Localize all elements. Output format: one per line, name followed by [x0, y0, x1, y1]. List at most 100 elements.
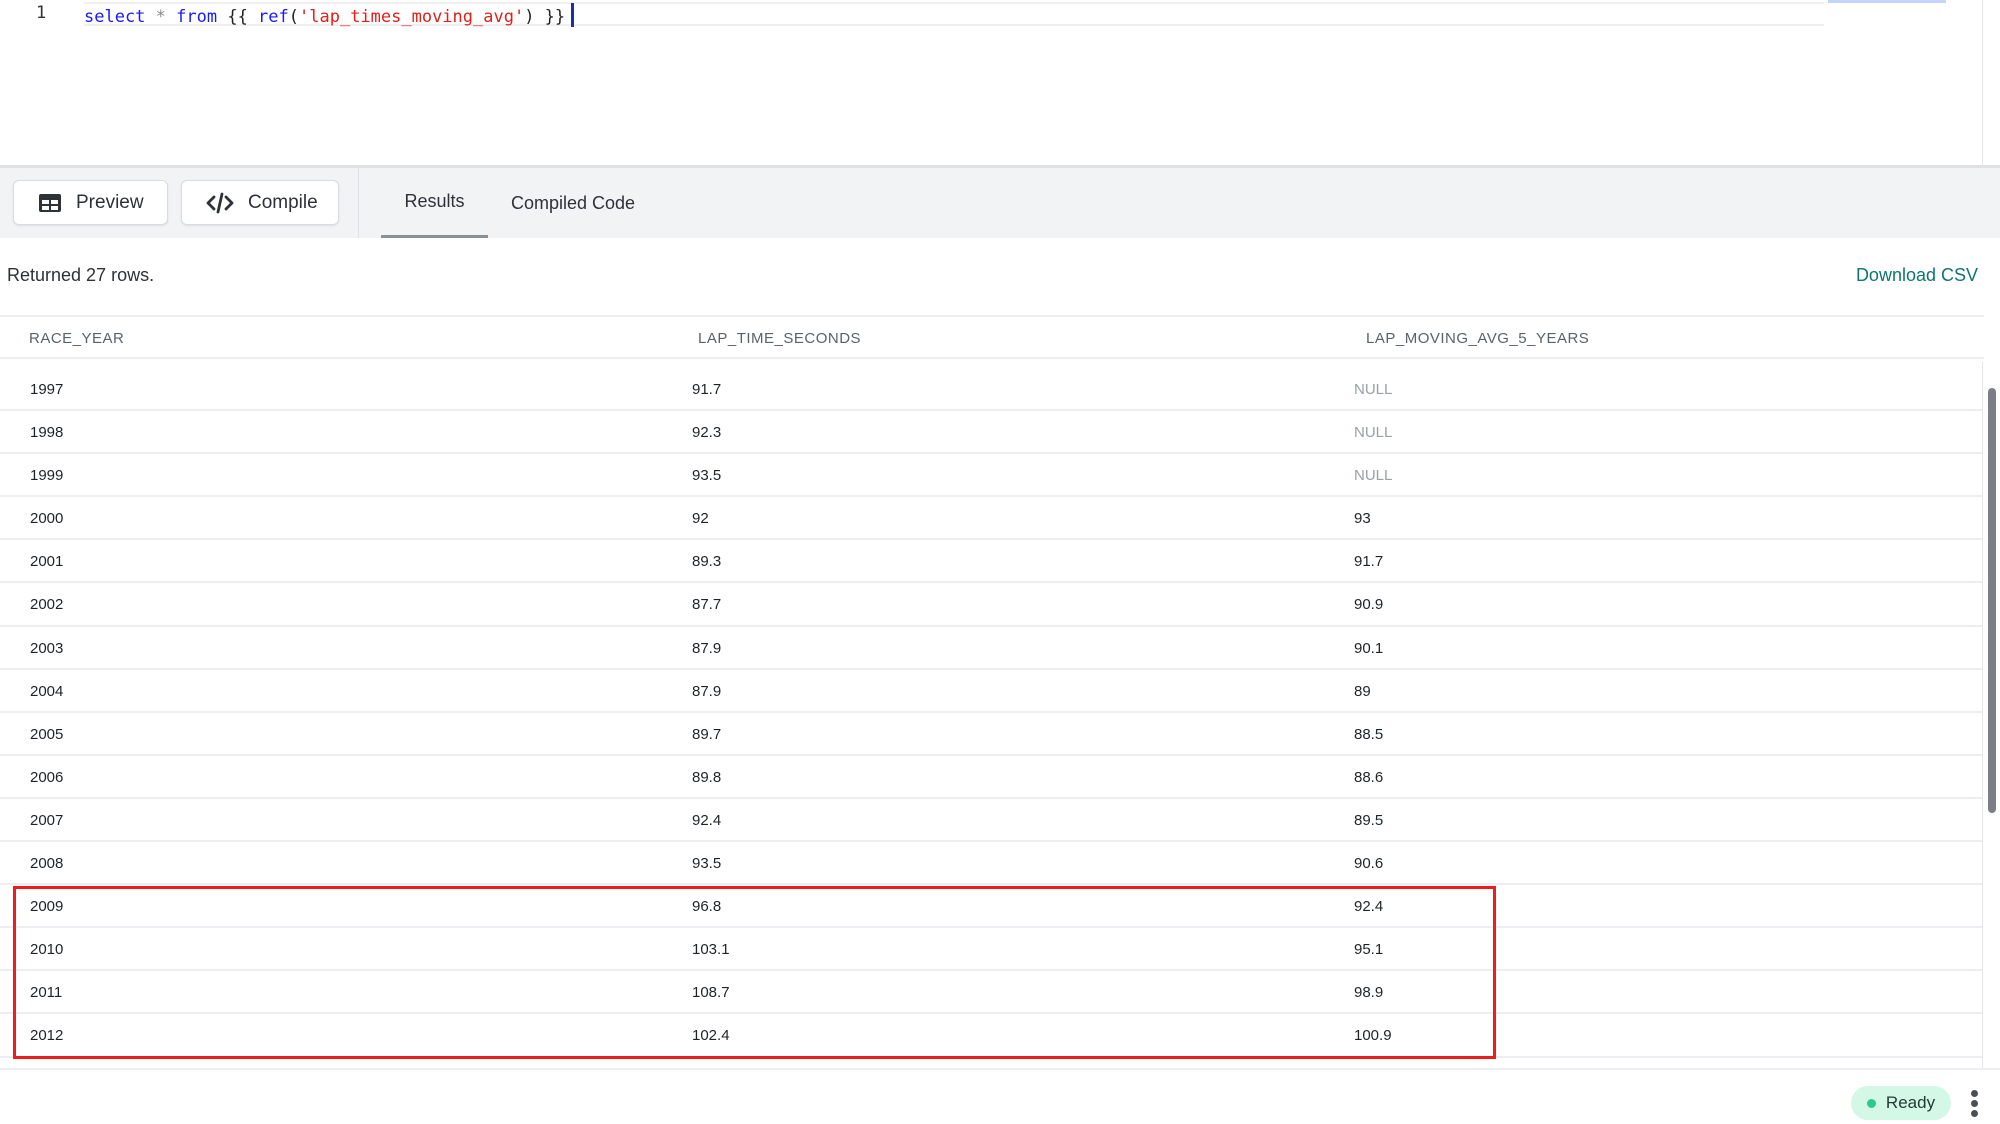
table-cell: 90.9 [1354, 596, 1384, 614]
more-options-icon[interactable] [1971, 1090, 1979, 1117]
tab-compiled-code[interactable]: Compiled Code [511, 192, 636, 213]
table-cell: 93 [1354, 510, 1371, 528]
table-row[interactable]: 2007 92.4 89.5 [0, 799, 1982, 843]
table-row[interactable]: 2008 93.5 90.6 [0, 842, 1982, 886]
table-row[interactable]: 2004 87.9 89 [0, 670, 1982, 713]
preview-button[interactable]: Preview [13, 180, 168, 225]
table-row[interactable]: 2003 87.9 90.1 [0, 627, 1982, 670]
status-badge: Ready [1851, 1086, 1951, 1120]
table-scrollbar[interactable] [1982, 362, 2000, 1068]
table-cell: 93.5 [692, 467, 722, 485]
code-token: ( [288, 7, 300, 27]
minimap[interactable] [1828, 0, 1946, 3]
table-cell: 90.1 [1354, 639, 1384, 657]
table-cell: NULL [1354, 381, 1393, 398]
table-cell: 1998 [30, 424, 64, 442]
code-token: ) }} [524, 7, 566, 27]
line-number: 1 [36, 3, 47, 23]
table-cell: 100.9 [1354, 1027, 1392, 1045]
table-row[interactable]: 2006 89.8 88.6 [0, 756, 1982, 799]
table-cell: 2001 [30, 553, 64, 571]
table-cell: 102.4 [692, 1027, 730, 1045]
table-row[interactable]: 1998 92.3 NULL [0, 411, 1982, 455]
code-editor[interactable]: 1 select * from {{ ref('lap_times_moving… [0, 0, 2000, 168]
table-cell: 87.9 [692, 682, 722, 700]
compile-label: Compile [248, 191, 318, 213]
table-cell: 2000 [30, 510, 64, 528]
table-row[interactable]: 1999 93.5 NULL [0, 454, 1982, 498]
table-cell: 91.7 [1354, 553, 1384, 571]
column-header-lap-moving-avg[interactable]: LAP_MOVING_AVG_5_YEARS [1366, 330, 1590, 347]
table-row[interactable]: 1997 91.7 NULL [0, 368, 1982, 412]
table-cell: 87.7 [692, 596, 722, 614]
code-token: 'lap_times_moving_avg' [299, 7, 525, 27]
table-cell: 103.1 [692, 941, 730, 959]
table-cell: 88.5 [1354, 725, 1384, 743]
table-cell: 2002 [30, 596, 64, 614]
table-cell: 108.7 [692, 984, 730, 1002]
code-token: ref [258, 7, 289, 27]
table-header: RACE_YEAR LAP_TIME_SECONDS LAP_MOVING_AV… [0, 315, 1984, 359]
table-row[interactable]: 2002 87.7 90.9 [0, 583, 1982, 627]
table-cell: 87.9 [692, 639, 722, 657]
row-count-text: Returned 27 rows. [7, 265, 155, 285]
code-line[interactable]: select * from {{ ref('lap_times_moving_a… [84, 3, 575, 27]
table-cell: 2011 [30, 984, 63, 1002]
table-cell: 2006 [30, 768, 64, 786]
table-cell: 2009 [30, 898, 64, 916]
table-row[interactable]: 2001 89.3 91.7 [0, 540, 1982, 584]
tab-results[interactable]: Results [381, 168, 488, 238]
editor-scrollbar[interactable] [1982, 0, 1983, 168]
table-row[interactable]: 2010 103.1 95.1 [0, 928, 1982, 972]
table-cell: 91.7 [692, 381, 722, 398]
table-row[interactable]: 2000 92 93 [0, 497, 1982, 541]
table-cell: NULL [1354, 467, 1393, 485]
table-cell: 92.4 [692, 811, 722, 829]
table-cell: 98.9 [1354, 984, 1384, 1002]
column-header-lap-time-seconds[interactable]: LAP_TIME_SECONDS [698, 330, 862, 347]
highlight-box [13, 886, 1496, 1059]
table-cell: 88.6 [1354, 768, 1384, 786]
table-cell: 2008 [30, 855, 64, 873]
table-icon [39, 193, 61, 212]
status-label: Ready [1885, 1093, 1936, 1112]
code-token: select [84, 7, 146, 27]
code-token: from [176, 7, 218, 27]
table-cell: 2004 [30, 682, 64, 700]
table-row[interactable]: 2005 89.7 88.5 [0, 713, 1982, 756]
table-cell: 95.1 [1354, 941, 1384, 959]
table-row[interactable]: 2009 96.8 92.4 [0, 885, 1982, 929]
status-dot-icon [1866, 1098, 1876, 1108]
results-toolbar: Preview Compile Results Compiled Code [0, 168, 2000, 238]
table-cell: 2012 [30, 1027, 64, 1045]
table-cell: 90.6 [1354, 855, 1384, 873]
table-cell: NULL [1354, 424, 1393, 442]
table-cell: 92.3 [692, 424, 722, 442]
scrollbar-thumb[interactable] [1988, 388, 1996, 813]
table-cell: 89 [1354, 682, 1371, 700]
table-cell: 2005 [30, 725, 64, 743]
table-cell: 92 [692, 510, 709, 528]
table-cell: 93.5 [692, 855, 722, 873]
download-csv-link[interactable]: Download CSV [1855, 265, 1978, 285]
table-cell: 89.7 [692, 725, 722, 743]
table-cell: 1997 [30, 381, 64, 398]
table-cell: 89.8 [692, 768, 722, 786]
code-token: {{ [217, 7, 259, 27]
current-line-highlight [84, 2, 1824, 26]
divider [358, 168, 359, 238]
status-bar: Ready [0, 1068, 2000, 1124]
table-cell: 2010 [30, 941, 64, 959]
compile-button[interactable]: Compile [181, 180, 339, 225]
table-cell: 2007 [30, 811, 64, 829]
code-token: * [145, 7, 177, 27]
column-header-race-year[interactable]: RACE_YEAR [29, 330, 125, 347]
table-cell: 1999 [30, 467, 64, 485]
table-cell: 2003 [30, 639, 64, 657]
code-icon [206, 192, 234, 213]
table-row[interactable]: 2011 108.7 98.9 [0, 971, 1982, 1015]
preview-label: Preview [76, 191, 144, 213]
text-cursor [571, 3, 575, 27]
table-cell: 89.5 [1354, 811, 1384, 829]
table-cell: 89.3 [692, 553, 722, 571]
